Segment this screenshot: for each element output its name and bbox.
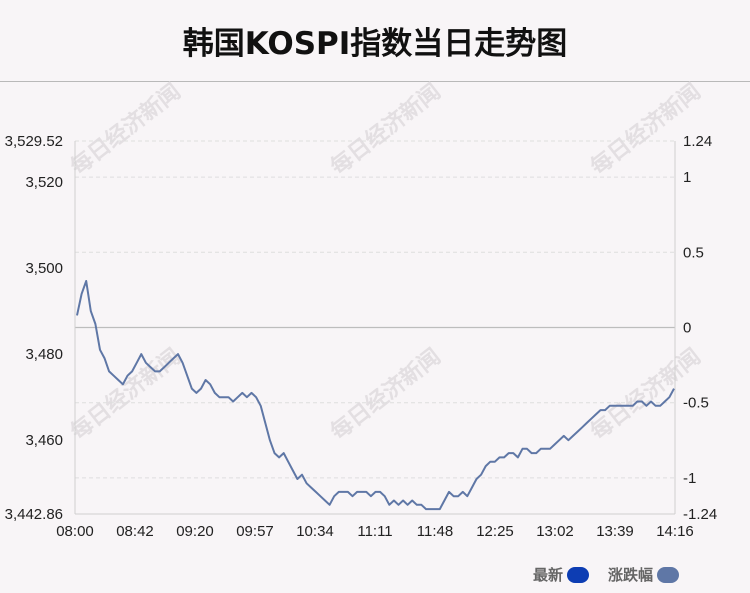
y-axis-right-labels: 1.24 1 0.5 0 -0.5 -1 -1.24 (683, 133, 717, 523)
y-right-tick-label: -1.24 (683, 506, 717, 523)
x-tick-label: 10:34 (296, 523, 334, 540)
y-left-tick-label: 3,520 (25, 174, 63, 191)
watermark-3: 每日经济新闻 (66, 344, 186, 446)
y-right-tick-label: 0.5 (683, 244, 704, 261)
y-right-tick-label: 0 (683, 320, 691, 337)
axes (74, 141, 676, 515)
legend-latest-swatch (567, 566, 590, 583)
x-tick-label: 09:20 (176, 523, 214, 540)
legend-change-label: 涨跌幅 (608, 566, 654, 584)
y-left-tick-label: 3,500 (25, 260, 63, 277)
y-left-tick-label: 3,460 (25, 432, 63, 449)
x-tick-label: 08:00 (56, 523, 94, 540)
y-axis-left-labels: 3,529.52 3,520 3,500 3,480 3,460 3,442.86 (5, 133, 63, 523)
title-divider (0, 81, 750, 82)
chart-title: 韩国KOSPI指数当日走势图 (182, 26, 568, 62)
legend-change-swatch (657, 566, 680, 583)
legend-latest[interactable]: 最新 (533, 564, 590, 585)
legend-latest-label: 最新 (533, 566, 564, 584)
plot-series (76, 280, 675, 511)
series-line-latest (76, 280, 675, 511)
x-tick-label: 13:02 (536, 523, 574, 540)
x-tick-label: 14:16 (656, 523, 694, 540)
watermark-2: 每日经济新闻 (586, 79, 706, 181)
legend-change[interactable]: 涨跌幅 (608, 564, 680, 585)
x-tick-label: 11:48 (417, 523, 453, 540)
watermark-0: 每日经济新闻 (66, 79, 186, 181)
x-tick-label: 08:42 (116, 523, 154, 540)
x-tick-label: 13:39 (596, 523, 634, 540)
y-right-tick-label: 1.24 (683, 133, 712, 150)
y-left-tick-label: 3,529.52 (5, 133, 63, 150)
watermark-1: 每日经济新闻 (326, 79, 446, 181)
y-right-tick-label: -1 (683, 470, 696, 487)
watermark-4: 每日经济新闻 (326, 344, 446, 446)
x-tick-label: 09:57 (236, 523, 274, 540)
grid-lines (75, 140, 675, 515)
x-axis-labels: 08:00 08:42 09:20 09:57 10:34 11:11 11:48 12:25… (56, 523, 694, 540)
x-tick-label: 12:25 (476, 523, 514, 540)
y-right-tick-label: -0.5 (683, 395, 709, 412)
y-right-tick-label: 1 (683, 169, 691, 186)
x-tick-label: 11:11 (357, 523, 392, 540)
y-left-tick-label: 3,480 (25, 346, 63, 363)
y-left-tick-label: 3,442.86 (5, 506, 63, 523)
